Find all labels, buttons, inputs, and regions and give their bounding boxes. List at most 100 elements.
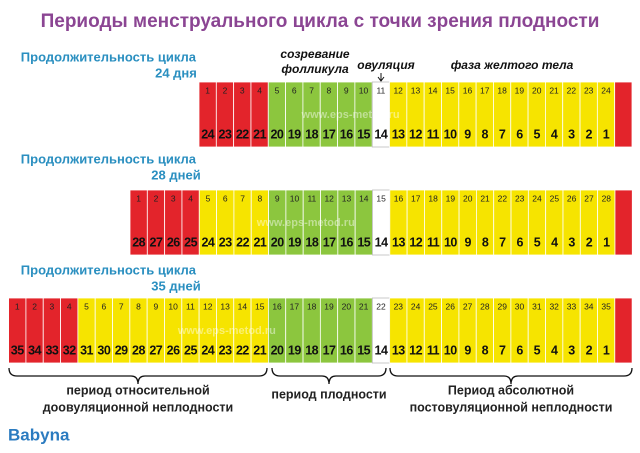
cycle-strips: 1242233224215206197188179161015111412131… bbox=[8, 81, 633, 364]
countdown-number: 31 bbox=[80, 343, 93, 357]
day-number: 14 bbox=[428, 85, 438, 95]
phase-label: овуляция bbox=[357, 58, 414, 72]
countdown-number: 2 bbox=[586, 343, 593, 357]
day-number: 9 bbox=[275, 193, 280, 203]
period-label: период относительной bbox=[66, 383, 209, 397]
day-number: 8 bbox=[327, 85, 332, 95]
day-number: 19 bbox=[515, 85, 525, 95]
countdown-number: 4 bbox=[551, 235, 558, 249]
phase-label: фолликула bbox=[281, 62, 349, 76]
brace bbox=[389, 367, 633, 385]
countdown-number: 16 bbox=[340, 235, 353, 249]
day-cell bbox=[614, 297, 633, 364]
countdown-number: 2 bbox=[585, 127, 592, 141]
countdown-number: 17 bbox=[323, 343, 336, 357]
day-number: 21 bbox=[359, 301, 369, 311]
day-number: 23 bbox=[394, 301, 404, 311]
day-number: 24 bbox=[411, 301, 421, 311]
countdown-number: 6 bbox=[516, 343, 523, 357]
countdown-number: 15 bbox=[357, 235, 370, 249]
countdown-number: 10 bbox=[444, 343, 457, 357]
day-number: 12 bbox=[203, 301, 213, 311]
day-number: 26 bbox=[567, 193, 577, 203]
day-number: 10 bbox=[359, 85, 369, 95]
day-number: 17 bbox=[290, 301, 300, 311]
day-number: 30 bbox=[515, 301, 525, 311]
countdown-number: 17 bbox=[323, 235, 336, 249]
arrow bbox=[377, 73, 385, 82]
day-number: 8 bbox=[258, 193, 263, 203]
day-number: 17 bbox=[411, 193, 421, 203]
countdown-number: 3 bbox=[568, 343, 575, 357]
countdown-number: 26 bbox=[167, 343, 180, 357]
day-number: 15 bbox=[445, 85, 455, 95]
countdown-number: 4 bbox=[551, 343, 558, 357]
countdown-number: 11 bbox=[427, 343, 440, 357]
countdown-number: 11 bbox=[427, 127, 440, 141]
countdown-number: 2 bbox=[586, 235, 593, 249]
countdown-number: 22 bbox=[236, 235, 249, 249]
countdown-number: 11 bbox=[427, 235, 440, 249]
countdown-number: 30 bbox=[97, 343, 110, 357]
day-number: 16 bbox=[394, 193, 404, 203]
countdown-number: 10 bbox=[444, 235, 457, 249]
day-number: 27 bbox=[463, 301, 473, 311]
day-number: 18 bbox=[428, 193, 438, 203]
countdown-number: 8 bbox=[482, 343, 489, 357]
day-number: 5 bbox=[275, 85, 280, 95]
day-number: 13 bbox=[411, 85, 421, 95]
day-number: 7 bbox=[119, 301, 124, 311]
logo: Babyna bbox=[8, 425, 70, 444]
day-number: 1 bbox=[205, 85, 210, 95]
day-number: 34 bbox=[584, 301, 594, 311]
day-number: 27 bbox=[584, 193, 594, 203]
day-number: 33 bbox=[567, 301, 577, 311]
day-number: 4 bbox=[188, 193, 193, 203]
countdown-number: 16 bbox=[340, 127, 353, 141]
period-label: период плодности bbox=[271, 387, 386, 401]
countdown-number: 28 bbox=[132, 235, 145, 249]
countdown-number: 15 bbox=[357, 343, 370, 357]
countdown-number: 13 bbox=[392, 127, 405, 141]
day-number: 2 bbox=[154, 193, 159, 203]
period-label: постовуляционной неплодности bbox=[410, 400, 613, 414]
countdown-number: 16 bbox=[340, 343, 353, 357]
day-number: 2 bbox=[223, 85, 228, 95]
countdown-number: 1 bbox=[603, 127, 610, 141]
countdown-number: 33 bbox=[45, 343, 58, 357]
countdown-number: 18 bbox=[305, 127, 318, 141]
countdown-number: 12 bbox=[409, 127, 422, 141]
day-number: 21 bbox=[549, 85, 559, 95]
day-number: 15 bbox=[255, 301, 265, 311]
countdown-number: 23 bbox=[219, 343, 232, 357]
countdown-number: 21 bbox=[253, 343, 266, 357]
countdown-number: 24 bbox=[201, 343, 214, 357]
countdown-number: 27 bbox=[149, 343, 162, 357]
countdown-number: 9 bbox=[464, 127, 471, 141]
countdown-number: 9 bbox=[464, 343, 471, 357]
phase-label: фаза желтого тела bbox=[451, 58, 574, 72]
day-number: 7 bbox=[309, 85, 314, 95]
countdown-number: 23 bbox=[219, 235, 232, 249]
countdown-number: 17 bbox=[322, 127, 335, 141]
day-number: 2 bbox=[32, 301, 37, 311]
countdown-number: 7 bbox=[499, 127, 506, 141]
day-number: 16 bbox=[463, 85, 473, 95]
countdown-number: 14 bbox=[375, 235, 388, 249]
row-label: Продолжительность цикла bbox=[21, 151, 197, 166]
countdown-number: 3 bbox=[568, 235, 575, 249]
day-number: 4 bbox=[67, 301, 72, 311]
countdown-number: 28 bbox=[132, 343, 145, 357]
day-number: 28 bbox=[480, 301, 490, 311]
countdown-number: 14 bbox=[374, 127, 387, 141]
day-number: 3 bbox=[50, 301, 55, 311]
countdown-number: 22 bbox=[236, 127, 249, 141]
countdown-number: 8 bbox=[482, 127, 489, 141]
countdown-number: 20 bbox=[270, 127, 283, 141]
day-number: 18 bbox=[497, 85, 507, 95]
watermark: www.eps-metod.ru bbox=[256, 217, 355, 229]
watermark: www.eps-metod.ru bbox=[301, 109, 400, 121]
day-number: 21 bbox=[480, 193, 490, 203]
countdown-number: 9 bbox=[465, 235, 472, 249]
day-number: 24 bbox=[601, 85, 611, 95]
